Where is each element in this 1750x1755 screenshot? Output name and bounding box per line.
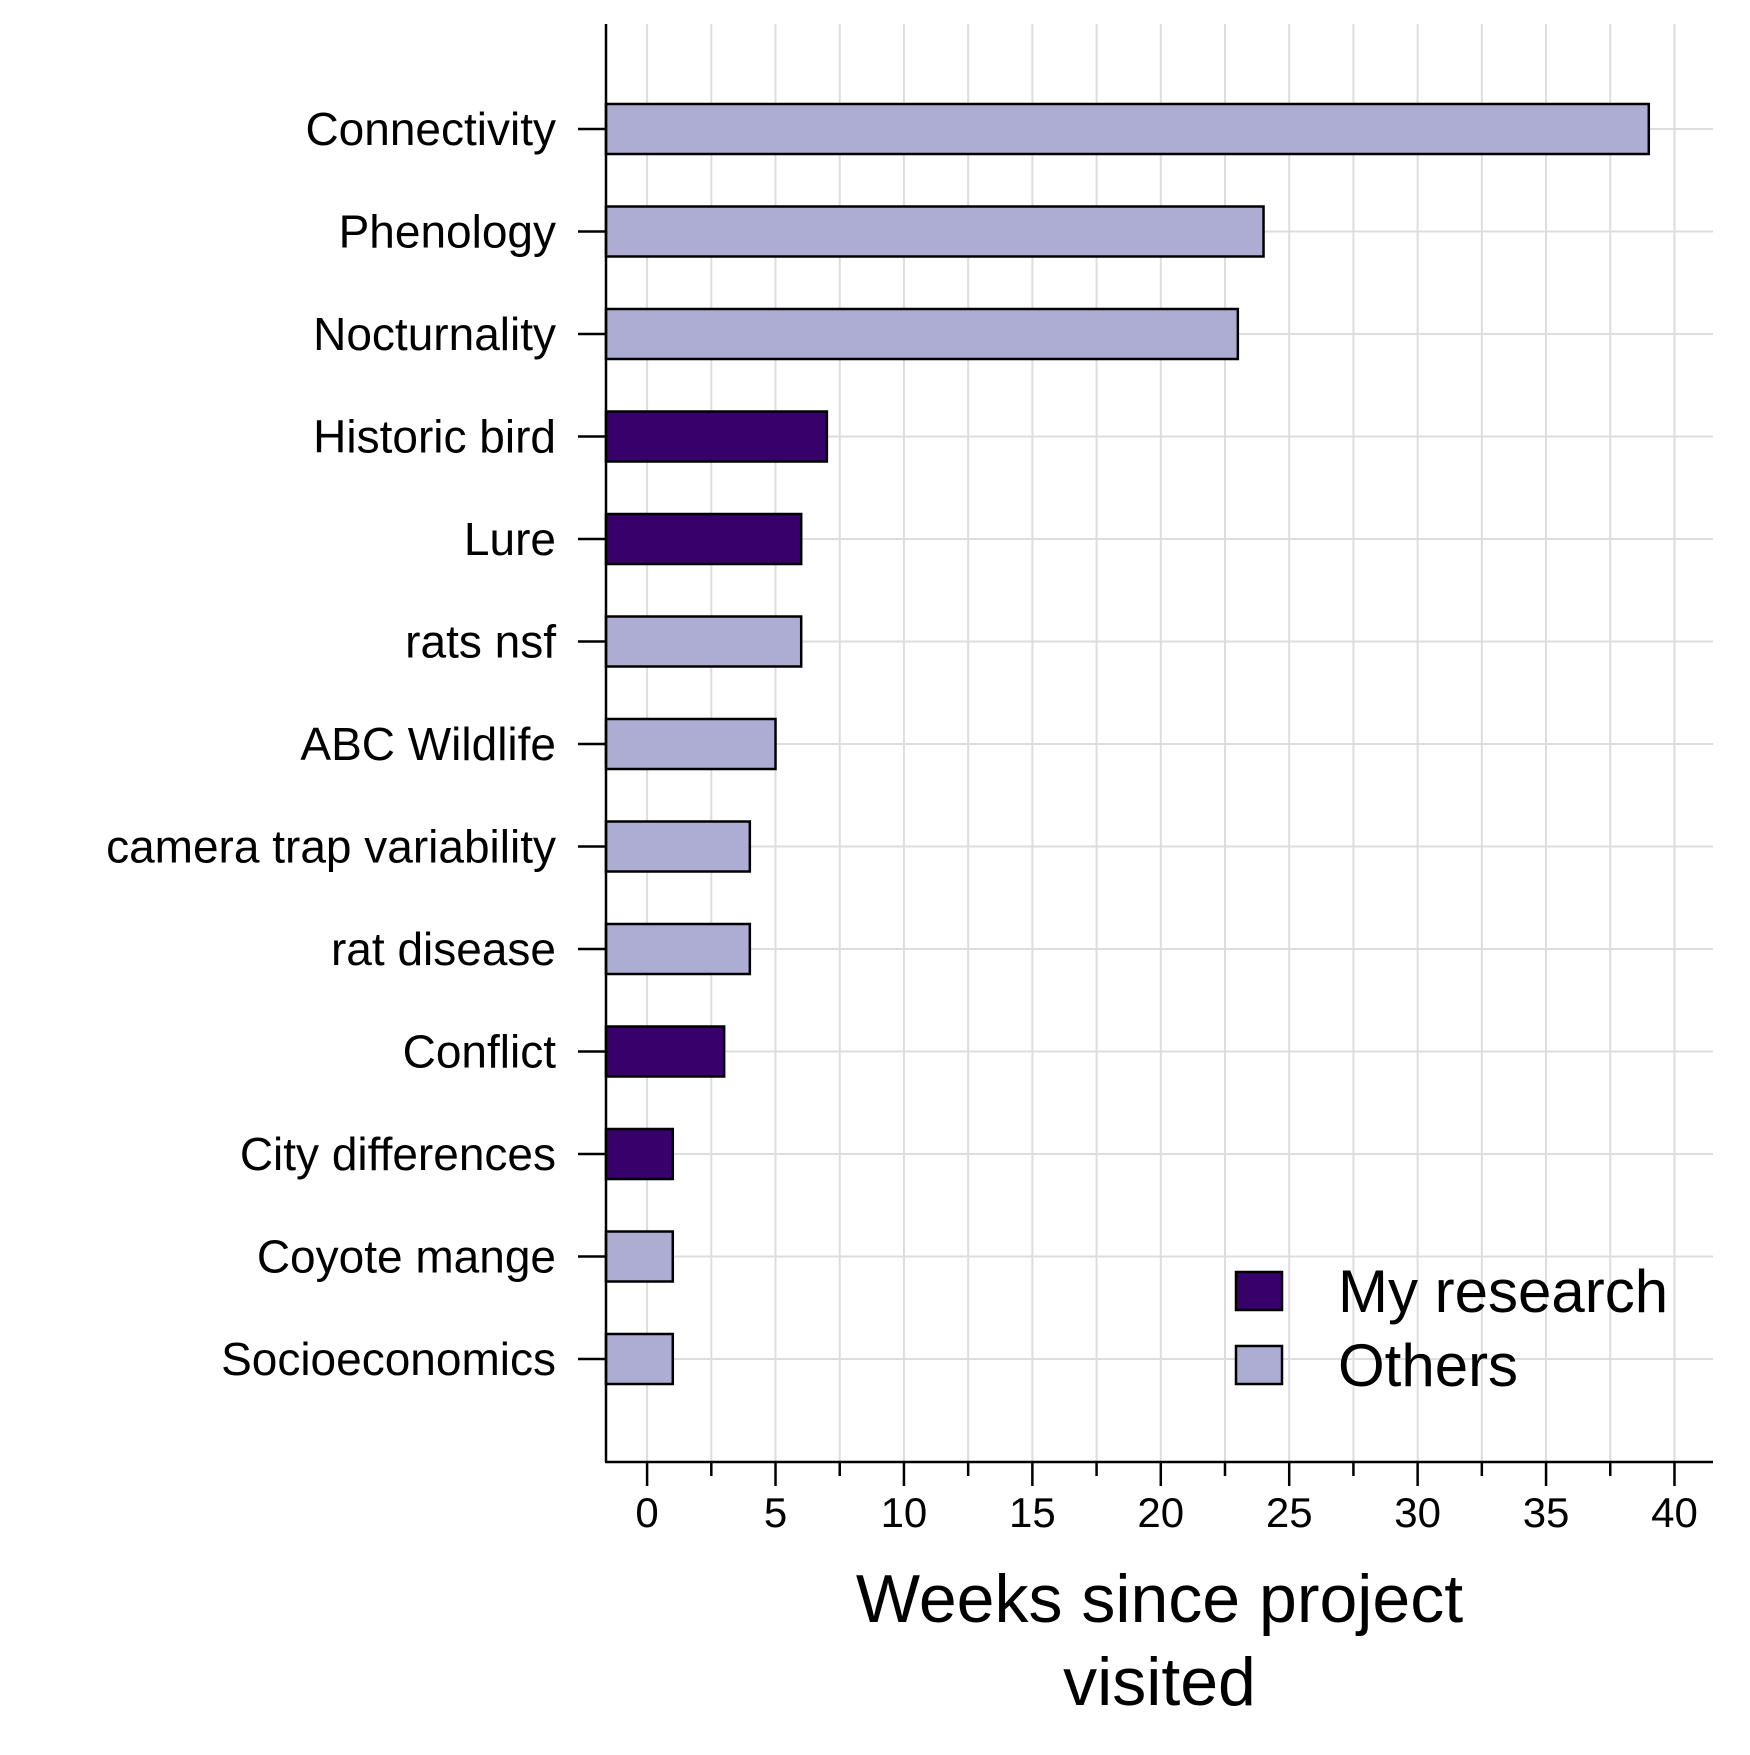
x-tick-label: 25 [1266, 1489, 1313, 1536]
bar-camera-trap-variability [604, 820, 752, 873]
legend-label: My research [1338, 1258, 1668, 1325]
bar-city-differences [604, 1127, 675, 1181]
category-label: Coyote mange [257, 1231, 556, 1283]
category-label: Lure [464, 513, 556, 565]
category-label: Nocturnality [313, 308, 556, 360]
x-tick-labels: 0 5 10 15 20 25 30 35 40 [635, 1489, 1697, 1536]
bars [604, 102, 1651, 1386]
legend: My research Others [1234, 1258, 1668, 1399]
bar-conflict [604, 1025, 726, 1078]
legend-label: Others [1338, 1332, 1518, 1399]
category-label: rat disease [331, 923, 556, 975]
x-axis-title-line: visited [1063, 1644, 1256, 1720]
x-tick-label: 10 [881, 1489, 928, 1536]
legend-swatch [1234, 1270, 1284, 1312]
category-label: Conflict [403, 1026, 557, 1078]
bar-abc-wildlife [604, 717, 777, 771]
x-tick-label: 15 [1009, 1489, 1056, 1536]
category-labels: Connectivity Phenology Nocturnality Histori… [106, 103, 556, 1385]
category-label: camera trap variability [106, 821, 556, 873]
x-tick-label: 40 [1651, 1489, 1698, 1536]
x-tick-label: 35 [1523, 1489, 1570, 1536]
category-label: Phenology [339, 206, 556, 258]
bar-rats-nsf [604, 615, 803, 668]
bar-connectivity [604, 102, 1651, 156]
bar-socioeconomics [604, 1332, 675, 1386]
bar-coyote-mange [604, 1230, 675, 1283]
x-axis-title-line: Weeks since project [856, 1561, 1463, 1637]
category-label: Socioeconomics [221, 1333, 556, 1385]
category-label: Connectivity [305, 103, 556, 155]
bar-lure [604, 512, 803, 566]
axes [578, 24, 1713, 1486]
x-tick-label: 20 [1137, 1489, 1184, 1536]
category-label: rats nsf [405, 616, 556, 668]
x-tick-label: 5 [764, 1489, 787, 1536]
legend-swatch [1234, 1344, 1284, 1386]
category-label: Historic bird [313, 411, 556, 463]
x-tick-label: 30 [1394, 1489, 1441, 1536]
bar-historic-bird [604, 410, 829, 463]
x-tick-label: 0 [635, 1489, 658, 1536]
category-label: City differences [240, 1128, 556, 1180]
bar-nocturnality [604, 307, 1240, 361]
bar-phenology [604, 205, 1265, 258]
bar-rat-disease [604, 922, 752, 976]
category-label: ABC Wildlife [300, 718, 556, 770]
